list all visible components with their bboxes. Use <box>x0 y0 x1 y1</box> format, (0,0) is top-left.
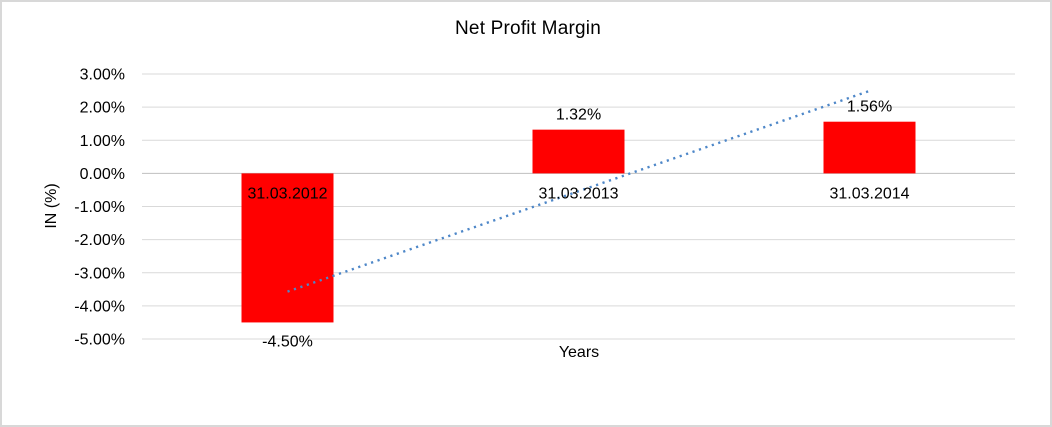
y-tick-label: -5.00% <box>74 332 125 349</box>
bar <box>532 129 625 174</box>
data-label: -4.50% <box>262 333 313 350</box>
bar <box>823 121 916 174</box>
category-label: 31.03.2013 <box>538 185 618 202</box>
bar <box>241 173 334 323</box>
trendline <box>287 89 870 293</box>
x-axis-title: Years <box>558 344 600 361</box>
y-tick-label: 2.00% <box>80 100 125 117</box>
y-tick-label: 3.00% <box>80 67 125 84</box>
data-label: 1.32% <box>556 107 601 124</box>
chart-title: Net Profit Margin <box>455 18 601 39</box>
y-tick-label: -2.00% <box>74 232 125 249</box>
y-tick-label: -4.00% <box>74 298 125 315</box>
category-label: 31.03.2014 <box>829 185 909 202</box>
y-tick-label: -3.00% <box>74 265 125 282</box>
y-tick-label: -1.00% <box>74 199 125 216</box>
category-label: 31.03.2012 <box>247 185 327 202</box>
y-tick-label: 1.00% <box>80 133 125 150</box>
y-tick-label: 0.00% <box>80 166 125 183</box>
data-label: 1.56% <box>847 99 892 116</box>
